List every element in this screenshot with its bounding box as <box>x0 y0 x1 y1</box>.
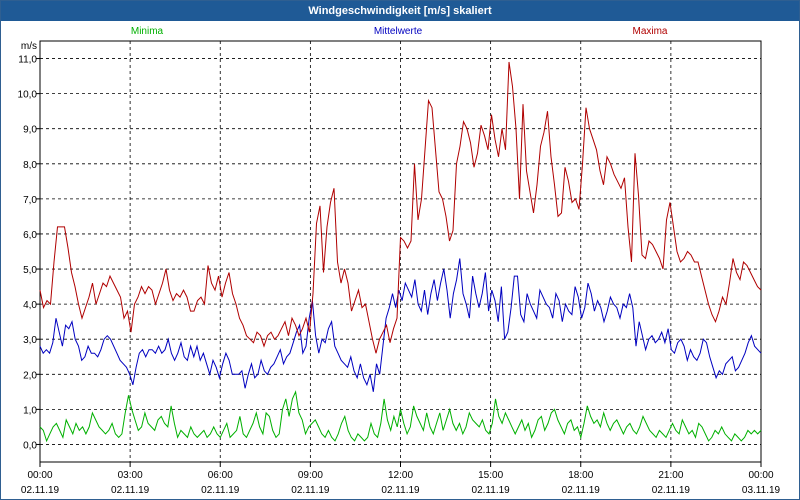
legend-maxima: Maxima <box>632 26 667 37</box>
y-tick-label: 8,0 <box>23 160 37 171</box>
x-tick-date: 02.11.19 <box>562 485 601 496</box>
series-line-mittelwerte <box>39 258 762 392</box>
y-tick-label: 10,0 <box>18 90 38 101</box>
x-tick-date: 03.11.19 <box>742 485 781 496</box>
series-line-minima <box>39 390 762 443</box>
x-tick-date: 02.11.19 <box>111 485 150 496</box>
y-tick-label: 9,0 <box>23 125 37 136</box>
x-tick-time: 03:00 <box>118 470 143 481</box>
x-tick-date: 02.11.19 <box>381 485 420 496</box>
x-tick-date: 02.11.19 <box>291 485 330 496</box>
y-tick-label: 6,0 <box>23 230 37 241</box>
x-tick-date: 02.11.19 <box>472 485 511 496</box>
x-tick-time: 00:00 <box>27 470 52 481</box>
x-tick-time: 12:00 <box>388 470 413 481</box>
x-tick-time: 00:00 <box>748 470 773 481</box>
x-tick-time: 18:00 <box>568 470 593 481</box>
y-tick-label: 11,0 <box>18 55 37 66</box>
y-tick-label: 5,0 <box>23 265 37 276</box>
y-tick-label: 2,0 <box>23 370 37 381</box>
y-tick-label: 3,0 <box>23 335 37 346</box>
wind-speed-chart: 0,0 1,0 2,0 3,0 4,0 5,0 6,0 7,0 8,0 9,0 10,0 11,0 m/… <box>18 26 781 496</box>
window-title: Windgeschwindigkeit [m/s] skaliert <box>1 1 799 21</box>
x-tick-time: 09:00 <box>298 470 323 481</box>
legend-mittelwerte: Mittelwerte <box>374 26 423 37</box>
y-tick-label: 0,0 <box>23 440 37 451</box>
x-tick-time: 15:00 <box>478 470 503 481</box>
series-line-maxima <box>39 61 762 354</box>
x-tick-date: 02.11.19 <box>201 485 240 496</box>
x-tick-time: 21:00 <box>658 470 683 481</box>
x-tick-time: 06:00 <box>208 470 233 481</box>
y-axis-unit: m/s <box>21 41 37 52</box>
y-tick-label: 4,0 <box>23 300 37 311</box>
x-tick-date: 02.11.19 <box>21 485 60 496</box>
y-tick-label: 1,0 <box>23 405 37 416</box>
x-tick-date: 02.11.19 <box>652 485 691 496</box>
y-tick-label: 7,0 <box>23 195 37 206</box>
legend-minima: Minima <box>131 26 164 37</box>
